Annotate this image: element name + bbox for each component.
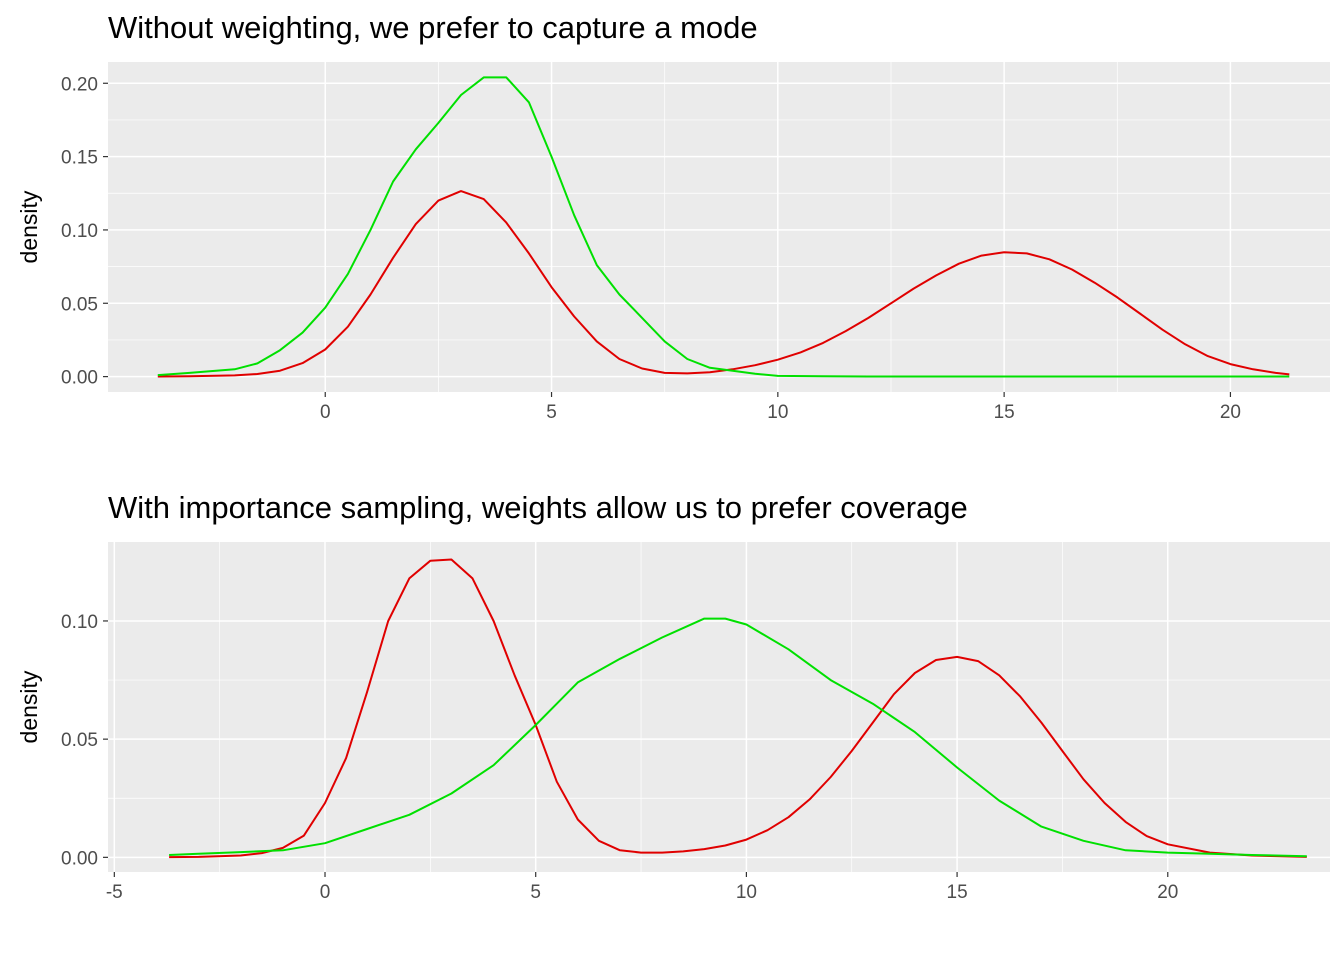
- bottom-series-line-2: [169, 617, 1307, 858]
- bottom-plot-background: [108, 542, 1330, 872]
- top-x-tick-label: 10: [767, 402, 788, 423]
- bottom-x-tick-label: 20: [1157, 882, 1178, 903]
- top-y-tick-label: 0.15: [61, 148, 98, 169]
- bottom-y-tick-label: 0.10: [61, 612, 98, 633]
- top-plot-background: [108, 62, 1330, 392]
- bottom-series-line-1: [169, 558, 1307, 859]
- bottom-x-tick-label: -5: [106, 882, 123, 903]
- top-series-line-2: [157, 76, 1290, 378]
- top-y-tick-label: 0.05: [61, 294, 98, 315]
- top-chart-title: Without weighting, we prefer to capture …: [108, 10, 758, 45]
- top-y-tick-label: 0.20: [61, 74, 98, 95]
- top-x-tick-label: 15: [994, 402, 1015, 423]
- bottom-x-tick-label: 0: [320, 882, 331, 903]
- top-x-tick-label: 20: [1220, 402, 1241, 423]
- bottom-x-tick-label: 15: [947, 882, 968, 903]
- top-x-tick-label: 0: [320, 402, 331, 423]
- top-y-axis-title: density: [16, 190, 42, 263]
- bottom-x-tick-label: 5: [530, 882, 541, 903]
- bottom-y-tick-label: 0.05: [61, 730, 98, 751]
- bottom-y-axis-title: density: [16, 670, 42, 743]
- top-series-line-1: [157, 190, 1290, 378]
- top-y-tick-label: 0.00: [61, 368, 98, 389]
- bottom-y-tick-label: 0.00: [61, 848, 98, 869]
- bottom-x-tick-label: 10: [736, 882, 757, 903]
- top-y-tick-label: 0.10: [61, 221, 98, 242]
- top-x-tick-label: 5: [546, 402, 557, 423]
- bottom-chart-title: With importance sampling, weights allow …: [108, 490, 968, 525]
